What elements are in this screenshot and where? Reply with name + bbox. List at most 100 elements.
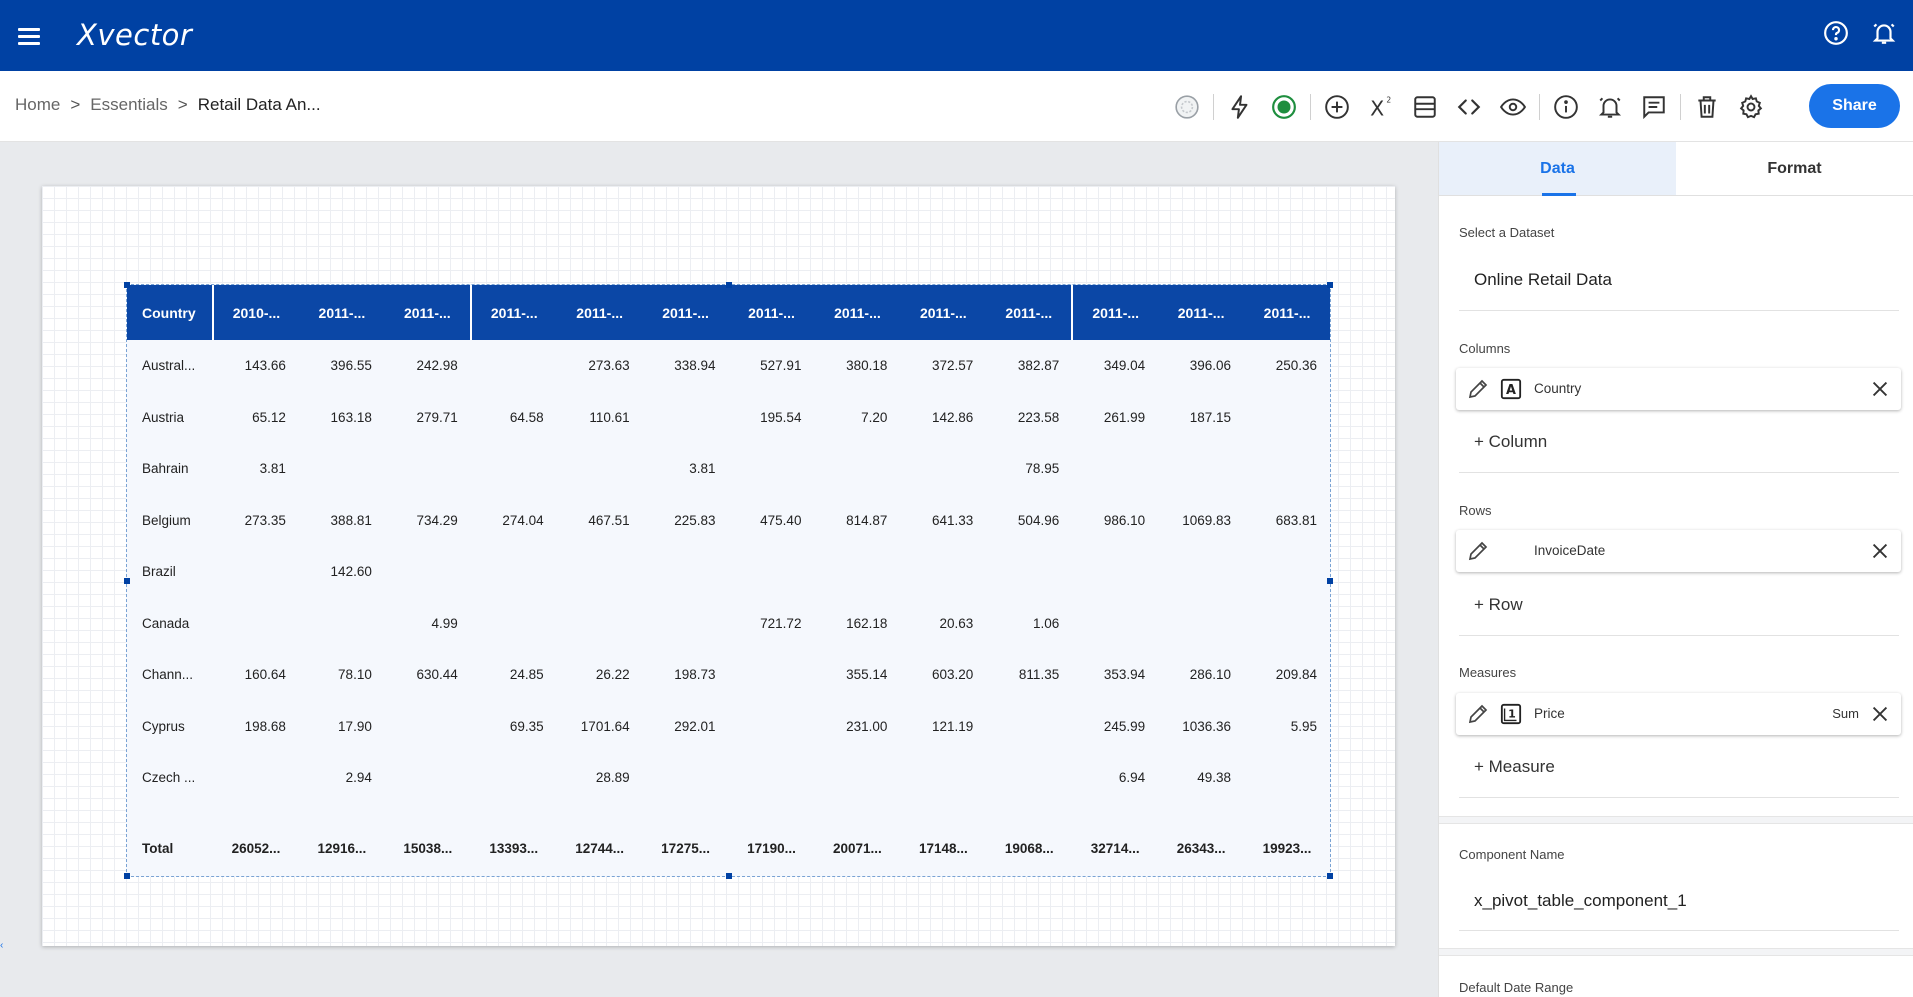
value-cell (1158, 598, 1244, 650)
preview-button[interactable] (1491, 89, 1535, 125)
value-cell: 641.33 (932, 512, 974, 528)
tab-data[interactable]: Data (1439, 142, 1676, 196)
layout-button[interactable] (1403, 89, 1447, 125)
tab-format[interactable]: Format (1767, 159, 1822, 177)
value-cell (1158, 443, 1244, 495)
section-divider (1439, 816, 1913, 824)
column-header[interactable]: 2011-... (298, 285, 385, 340)
value-cell: 811.35 (1018, 667, 1060, 683)
add-measure-button[interactable]: + Measure (1474, 757, 1555, 776)
hamburger-menu-icon[interactable] (14, 24, 44, 48)
total-cell: 19923... (1262, 841, 1312, 856)
value-cell: 467.51 (588, 512, 630, 528)
delete-button[interactable] (1685, 89, 1729, 125)
alert-button[interactable] (1588, 89, 1632, 125)
column-header[interactable]: 2011-... (469, 285, 557, 340)
row-field-name: InvoiceDate (1534, 543, 1606, 558)
trigger-button[interactable] (1218, 89, 1262, 125)
column-header[interactable]: 2011-... (728, 285, 815, 340)
trash-icon (1698, 96, 1716, 118)
value-cell (986, 546, 1072, 598)
help-icon[interactable] (1823, 20, 1849, 46)
column-header[interactable]: 2011-... (384, 285, 471, 340)
breadcrumb-essentials[interactable]: Essentials (90, 95, 168, 114)
value-cell: 163.18 (330, 409, 372, 425)
pivot-row: Belgium 273.35 388.81 734.29 274.04 467.51 225… (127, 495, 1330, 547)
column-header[interactable]: 2011-... (814, 285, 901, 340)
value-cell: 64.58 (509, 409, 544, 425)
add-column-button[interactable]: + Column (1474, 432, 1548, 451)
live-status-button[interactable] (1262, 89, 1306, 125)
value-cell: 396.55 (330, 358, 372, 374)
share-button[interactable]: Share (1809, 84, 1900, 128)
resize-handle[interactable] (726, 282, 732, 288)
resize-handle[interactable] (1327, 578, 1333, 584)
value-cell (1072, 598, 1158, 650)
column-header[interactable]: 2010-... (212, 285, 299, 340)
comments-button[interactable] (1632, 89, 1676, 125)
value-cell: 5.95 (1290, 718, 1317, 734)
value-cell (1244, 546, 1330, 598)
measure-field-chip[interactable]: 1 Price Sum (1456, 693, 1901, 735)
add-component-button[interactable] (1315, 89, 1359, 125)
resize-handle[interactable] (726, 873, 732, 879)
column-header[interactable]: 2011-... (1158, 285, 1245, 340)
value-cell: 195.54 (760, 409, 802, 425)
column-header[interactable]: 2011-... (556, 285, 643, 340)
svg-text:X: X (1370, 97, 1384, 120)
measure-aggregation[interactable]: Sum (1832, 706, 1859, 721)
value-cell: 273.35 (244, 512, 286, 528)
settings-button[interactable] (1729, 89, 1773, 125)
edit-pencil-icon[interactable] (1466, 702, 1490, 726)
divider (1459, 635, 1899, 636)
dashboard-canvas[interactable]: Country 2010-... 2011-... 2011-... 2011-… (42, 186, 1395, 946)
close-icon[interactable] (1869, 540, 1891, 562)
column-field-chip[interactable]: A Country (1456, 368, 1901, 410)
value-cell (986, 701, 1072, 753)
resize-handle[interactable] (1327, 873, 1333, 879)
column-header[interactable]: Country (127, 285, 213, 340)
component-name-label: Component Name (1459, 847, 1565, 862)
edit-pencil-icon[interactable] (1466, 377, 1490, 401)
resize-handle[interactable] (124, 873, 130, 879)
breadcrumb-home[interactable]: Home (15, 95, 61, 114)
value-cell (729, 752, 815, 804)
value-cell: 78.10 (338, 667, 372, 683)
value-cell: 3.81 (259, 461, 286, 477)
row-header-cell: Cyprus (142, 718, 185, 734)
column-header[interactable]: 2011-... (900, 285, 987, 340)
row-header-cell: Canada (142, 615, 190, 631)
status-indicator-button[interactable] (1165, 89, 1209, 125)
resize-handle[interactable] (124, 578, 130, 584)
value-cell: 17.90 (338, 718, 372, 734)
edit-pencil-icon[interactable] (1466, 539, 1490, 563)
row-field-chip[interactable]: InvoiceDate (1456, 530, 1901, 572)
breadcrumb-separator: > (70, 95, 81, 114)
resize-handle[interactable] (124, 282, 130, 288)
column-header[interactable]: 2011-... (986, 285, 1073, 340)
total-cell: 19068... (1004, 841, 1054, 856)
close-icon[interactable] (1869, 703, 1891, 725)
value-cell: 396.06 (1189, 358, 1232, 374)
resize-handle[interactable] (1327, 282, 1333, 288)
add-row-button[interactable]: + Row (1474, 595, 1523, 614)
column-header[interactable]: 2011-... (1071, 285, 1159, 340)
pivot-body: Austral... 143.66 396.55 242.98 273.63 338.94… (127, 340, 1330, 874)
close-icon[interactable] (1869, 378, 1891, 400)
code-button[interactable] (1447, 89, 1491, 125)
top-app-bar: Xvector (0, 0, 1913, 71)
pivot-row: Austral... 143.66 396.55 242.98 273.63 338.94… (127, 340, 1330, 392)
value-cell (643, 752, 729, 804)
dataset-select[interactable]: Online Retail Data (1474, 270, 1612, 289)
notification-bell-icon[interactable] (1871, 20, 1897, 46)
value-cell (814, 443, 900, 495)
component-name-input[interactable]: x_pivot_table_component_1 (1474, 891, 1687, 910)
pivot-table-component[interactable]: Country 2010-... 2011-... 2011-... 2011-… (124, 282, 1333, 879)
info-button[interactable] (1544, 89, 1588, 125)
pivot-row: Czech ... 2.94 28.89 6.94 49.38 (127, 752, 1330, 804)
row-header-cell: Austral... (142, 358, 196, 374)
column-header[interactable]: 2011-... (642, 285, 729, 340)
value-cell: 1036.36 (1182, 718, 1232, 734)
column-header[interactable]: 2011-... (1244, 285, 1330, 340)
